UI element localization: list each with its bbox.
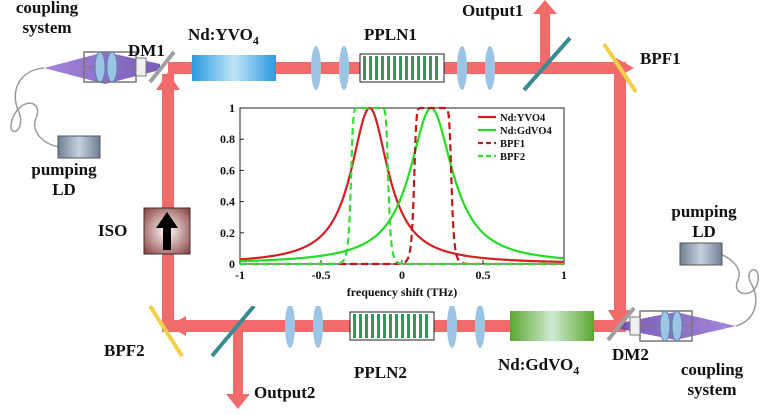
nd-yvo4-subscript: 4	[252, 33, 259, 48]
legend-entry: Nd:GdVO4	[500, 126, 552, 137]
series-bpf2	[240, 106, 564, 266]
x-tick-label: 0	[399, 268, 405, 282]
output1-label: Output1	[462, 1, 524, 20]
coupling-system-bottom-label: coupling system	[680, 360, 744, 399]
output1-splitter	[522, 36, 572, 92]
lenses-bottom	[285, 304, 485, 348]
ppln-grating-stripe	[369, 56, 372, 80]
coupling-system-top-label: coupling system	[15, 0, 79, 37]
ppln-grating-stripe	[387, 56, 390, 80]
ppln-grating-stripe	[381, 56, 384, 80]
dm1-label: DM1	[128, 41, 165, 60]
legend-entry: BPF2	[500, 152, 525, 163]
ppln-grating-stripe	[377, 314, 380, 338]
x-axis-label: frequency shift (THz)	[347, 285, 457, 299]
nd-yvo4-crystal	[192, 55, 276, 81]
ppln-grating-stripe	[419, 314, 422, 338]
x-tick-label: 1	[561, 268, 567, 282]
spectrum-inset-chart: 0 0.2 0.4 0.6 0.8 1 -1 -0.5 0 0.5 1 frequency shift…	[202, 100, 582, 306]
y-tick-label: 0.8	[220, 132, 235, 146]
nd-gdvo4-subscript: 4	[573, 363, 580, 378]
fiber-left	[10, 67, 71, 149]
output2-splitter	[210, 304, 256, 358]
ppln-grating-stripe	[353, 314, 356, 338]
beam-arrow-left	[168, 316, 186, 336]
ppln2-crystal	[349, 311, 435, 341]
coupling-system-left	[83, 51, 147, 83]
output2-label: Output2	[254, 383, 316, 402]
dm2-mirror	[606, 306, 636, 342]
spectrum-chart-svg: 0 0.2 0.4 0.6 0.8 1 -1 -0.5 0 0.5 1 frequency shift…	[220, 101, 567, 299]
ppln-grating-stripe	[417, 56, 420, 80]
nd-gdvo4-crystal	[510, 311, 594, 341]
bpf1-filter	[602, 42, 638, 94]
ppln-grating-stripe	[407, 314, 410, 338]
pumping-ld-left-label: pumping LD	[31, 160, 97, 199]
output2-beam	[233, 328, 243, 398]
ppln-grating-stripe	[371, 314, 374, 338]
dm1-mirror	[148, 50, 176, 84]
y-tick-label: 0	[229, 257, 235, 271]
series-nd-gdvo4	[239, 106, 565, 263]
x-tick-label: 0.5	[476, 268, 491, 282]
pumping-ld-left	[57, 135, 101, 159]
ppln-grating-stripe	[363, 56, 366, 80]
legend-entry: BPF1	[500, 139, 525, 150]
ppln-grating-stripe	[389, 314, 392, 338]
plot-frame	[239, 107, 565, 265]
ppln-grating-stripe	[375, 56, 378, 80]
output2-arrow	[226, 394, 250, 409]
beam-arrow-right	[616, 58, 634, 78]
ppln-grating-stripe	[411, 56, 414, 80]
ppln-grating-stripe	[405, 56, 408, 80]
lenses-top	[311, 46, 495, 90]
pumping-ld-right	[679, 242, 723, 266]
x-tick-label: -1	[235, 268, 245, 282]
ppln-grating-stripe	[399, 56, 402, 80]
ppln-grating-stripe	[393, 56, 396, 80]
y-tick-label: 1	[229, 101, 235, 115]
ppln-grating-stripe	[401, 314, 404, 338]
ppln-grating-stripe	[423, 56, 426, 80]
beam-arrow-up	[156, 72, 180, 90]
y-tick-label: 0.2	[220, 226, 235, 240]
ppln-grating-stripe	[429, 56, 432, 80]
nd-gdvo4-label: Nd:GdVO4	[498, 355, 580, 378]
ppln-grating-stripe	[383, 314, 386, 338]
iso-label: ISO	[98, 221, 128, 240]
output1-arrow	[533, 0, 557, 14]
ppln1-crystal	[359, 53, 445, 83]
pumping-ld-right-label: pumping LD	[671, 202, 737, 241]
output1-beam	[540, 10, 550, 68]
ppln2-label: PPLN2	[354, 363, 407, 382]
legend-entry: Nd:YVO4	[500, 113, 546, 124]
y-tick-label: 0.6	[220, 163, 235, 177]
ppln-grating-stripe	[425, 314, 428, 338]
coupling-system-right	[629, 310, 693, 342]
fiber-right	[719, 253, 759, 327]
dm2-label: DM2	[612, 345, 649, 364]
bpf2-label: BPF2	[104, 341, 145, 360]
series-nd-yvo4	[239, 106, 565, 264]
nd-yvo4-label: Nd:YVO4	[188, 25, 259, 48]
ppln1-label: PPLN1	[364, 25, 417, 44]
isolator	[143, 207, 191, 255]
ppln-grating-stripe	[359, 314, 362, 338]
bpf2-filter	[148, 304, 184, 358]
ppln-grating-stripe	[435, 56, 438, 80]
x-tick-label: -0.5	[312, 268, 331, 282]
ppln-grating-stripe	[365, 314, 368, 338]
ppln-grating-stripe	[413, 314, 416, 338]
bpf1-label: BPF1	[640, 49, 681, 68]
y-tick-label: 0.4	[220, 195, 235, 209]
ppln-grating-stripe	[395, 314, 398, 338]
